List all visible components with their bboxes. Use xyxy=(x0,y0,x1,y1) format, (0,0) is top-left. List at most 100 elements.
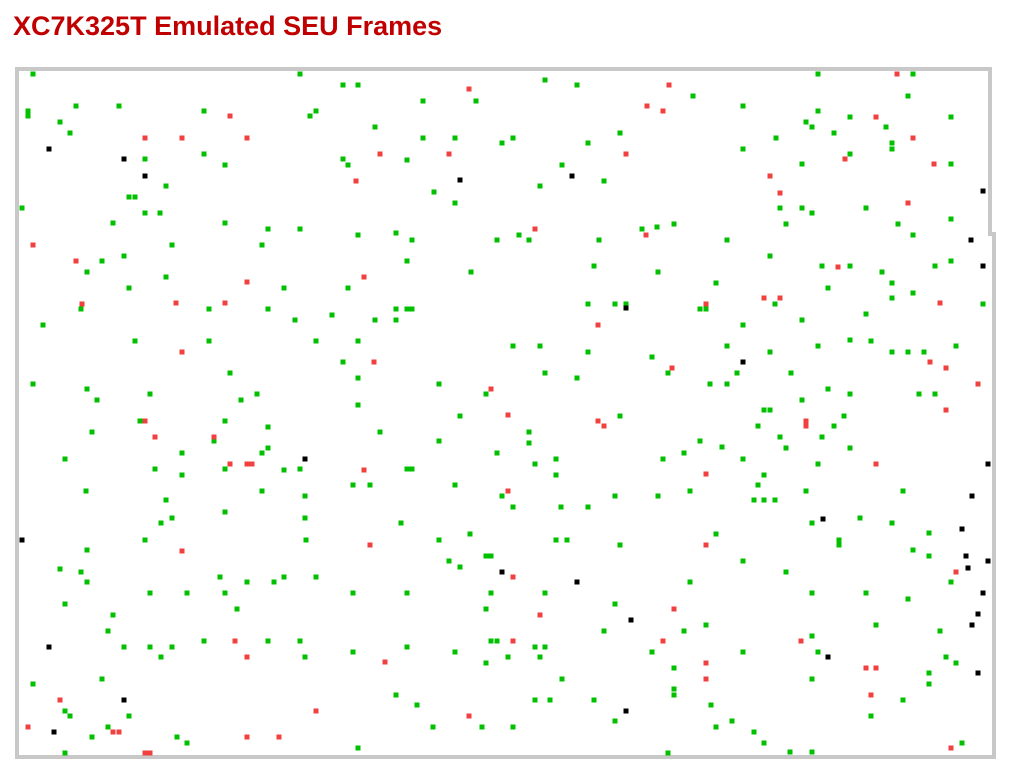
frame-marker xyxy=(783,221,789,227)
frame-marker xyxy=(340,82,346,88)
frame-marker xyxy=(937,628,943,634)
frame-marker xyxy=(815,461,821,467)
frame-marker xyxy=(847,151,853,157)
frame-marker xyxy=(116,103,122,109)
frame-marker xyxy=(799,161,805,167)
frame-marker xyxy=(67,713,73,719)
frame-marker xyxy=(703,306,709,312)
frame-marker xyxy=(57,566,63,572)
frame-marker xyxy=(660,108,666,114)
frame-marker xyxy=(825,654,831,660)
frame-marker xyxy=(985,558,991,564)
chart-title: XC7K325T Emulated SEU Frames xyxy=(13,11,442,41)
frame-marker xyxy=(773,135,779,141)
frame-marker xyxy=(847,114,853,120)
frame-marker xyxy=(227,113,233,119)
frame-marker xyxy=(142,418,148,424)
frame-marker xyxy=(179,349,185,355)
frame-marker xyxy=(340,156,346,162)
frame-marker xyxy=(510,638,516,644)
frame-marker xyxy=(404,644,410,650)
frame-marker xyxy=(585,349,591,355)
frame-marker xyxy=(457,564,463,570)
frame-marker xyxy=(404,157,410,163)
frame-marker xyxy=(595,418,601,424)
frame-marker xyxy=(393,692,399,698)
frame-marker xyxy=(532,226,538,232)
frame-marker xyxy=(222,590,228,596)
frame-marker xyxy=(655,493,661,499)
frame-marker xyxy=(788,370,794,376)
frame-marker xyxy=(350,590,356,596)
frame-marker xyxy=(943,365,949,371)
frame-marker xyxy=(292,317,298,323)
frame-marker xyxy=(985,461,991,467)
frame-marker xyxy=(116,729,122,735)
frame-marker xyxy=(516,232,522,238)
frame-marker xyxy=(94,397,100,403)
frame-marker xyxy=(297,226,303,232)
frame-marker xyxy=(910,135,916,141)
frame-marker xyxy=(873,622,879,628)
frame-marker xyxy=(761,295,767,301)
frame-marker xyxy=(968,237,974,243)
frame-marker xyxy=(873,665,879,671)
frame-marker xyxy=(815,343,821,349)
frame-marker xyxy=(271,579,277,585)
frame-marker xyxy=(883,124,889,130)
frame-marker xyxy=(889,280,895,286)
frame-marker xyxy=(361,467,367,473)
frame-marker xyxy=(211,438,217,444)
frame-marker xyxy=(84,579,90,585)
frame-marker xyxy=(232,638,238,644)
frame-marker xyxy=(404,590,410,596)
frame-marker xyxy=(783,569,789,575)
frame-marker xyxy=(703,676,709,682)
frame-marker xyxy=(905,349,911,355)
frame-marker xyxy=(847,263,853,269)
frame-marker xyxy=(420,98,426,104)
frame-marker xyxy=(436,438,442,444)
frame-marker xyxy=(905,200,911,206)
frame-marker xyxy=(483,553,489,559)
frame-marker xyxy=(751,729,757,735)
frame-marker xyxy=(671,665,677,671)
frame-marker xyxy=(803,119,809,125)
frame-marker xyxy=(169,644,175,650)
frame-marker xyxy=(703,471,709,477)
frame-marker xyxy=(157,210,163,216)
frame-marker xyxy=(724,237,730,243)
frame-marker xyxy=(147,391,153,397)
frame-marker xyxy=(361,274,367,280)
frame-marker xyxy=(889,146,895,152)
frame-marker xyxy=(787,749,793,755)
frame-marker xyxy=(244,579,250,585)
frame-marker xyxy=(643,232,649,238)
frame-marker xyxy=(78,569,84,575)
frame-marker xyxy=(798,638,804,644)
frame-marker xyxy=(265,424,271,430)
frame-marker xyxy=(254,391,260,397)
frame-marker xyxy=(671,606,677,612)
frame-marker xyxy=(879,269,885,275)
frame-marker xyxy=(542,644,548,650)
frame-marker xyxy=(488,590,494,596)
frame-marker xyxy=(943,407,949,413)
frame-marker xyxy=(201,108,207,114)
frame-marker xyxy=(526,237,532,243)
frame-marker xyxy=(163,497,169,503)
frame-marker xyxy=(847,445,853,451)
frame-marker xyxy=(184,590,190,596)
frame-marker xyxy=(73,103,79,109)
frame-marker xyxy=(25,724,31,730)
frame-marker xyxy=(740,359,746,365)
frame-marker xyxy=(244,734,250,740)
frame-marker xyxy=(713,280,719,286)
frame-marker xyxy=(623,301,629,307)
device-outline xyxy=(15,67,996,759)
frame-marker xyxy=(158,654,164,660)
frame-marker xyxy=(889,140,895,146)
frame-marker xyxy=(553,472,559,478)
frame-marker xyxy=(505,412,511,418)
frame-marker xyxy=(601,628,607,634)
